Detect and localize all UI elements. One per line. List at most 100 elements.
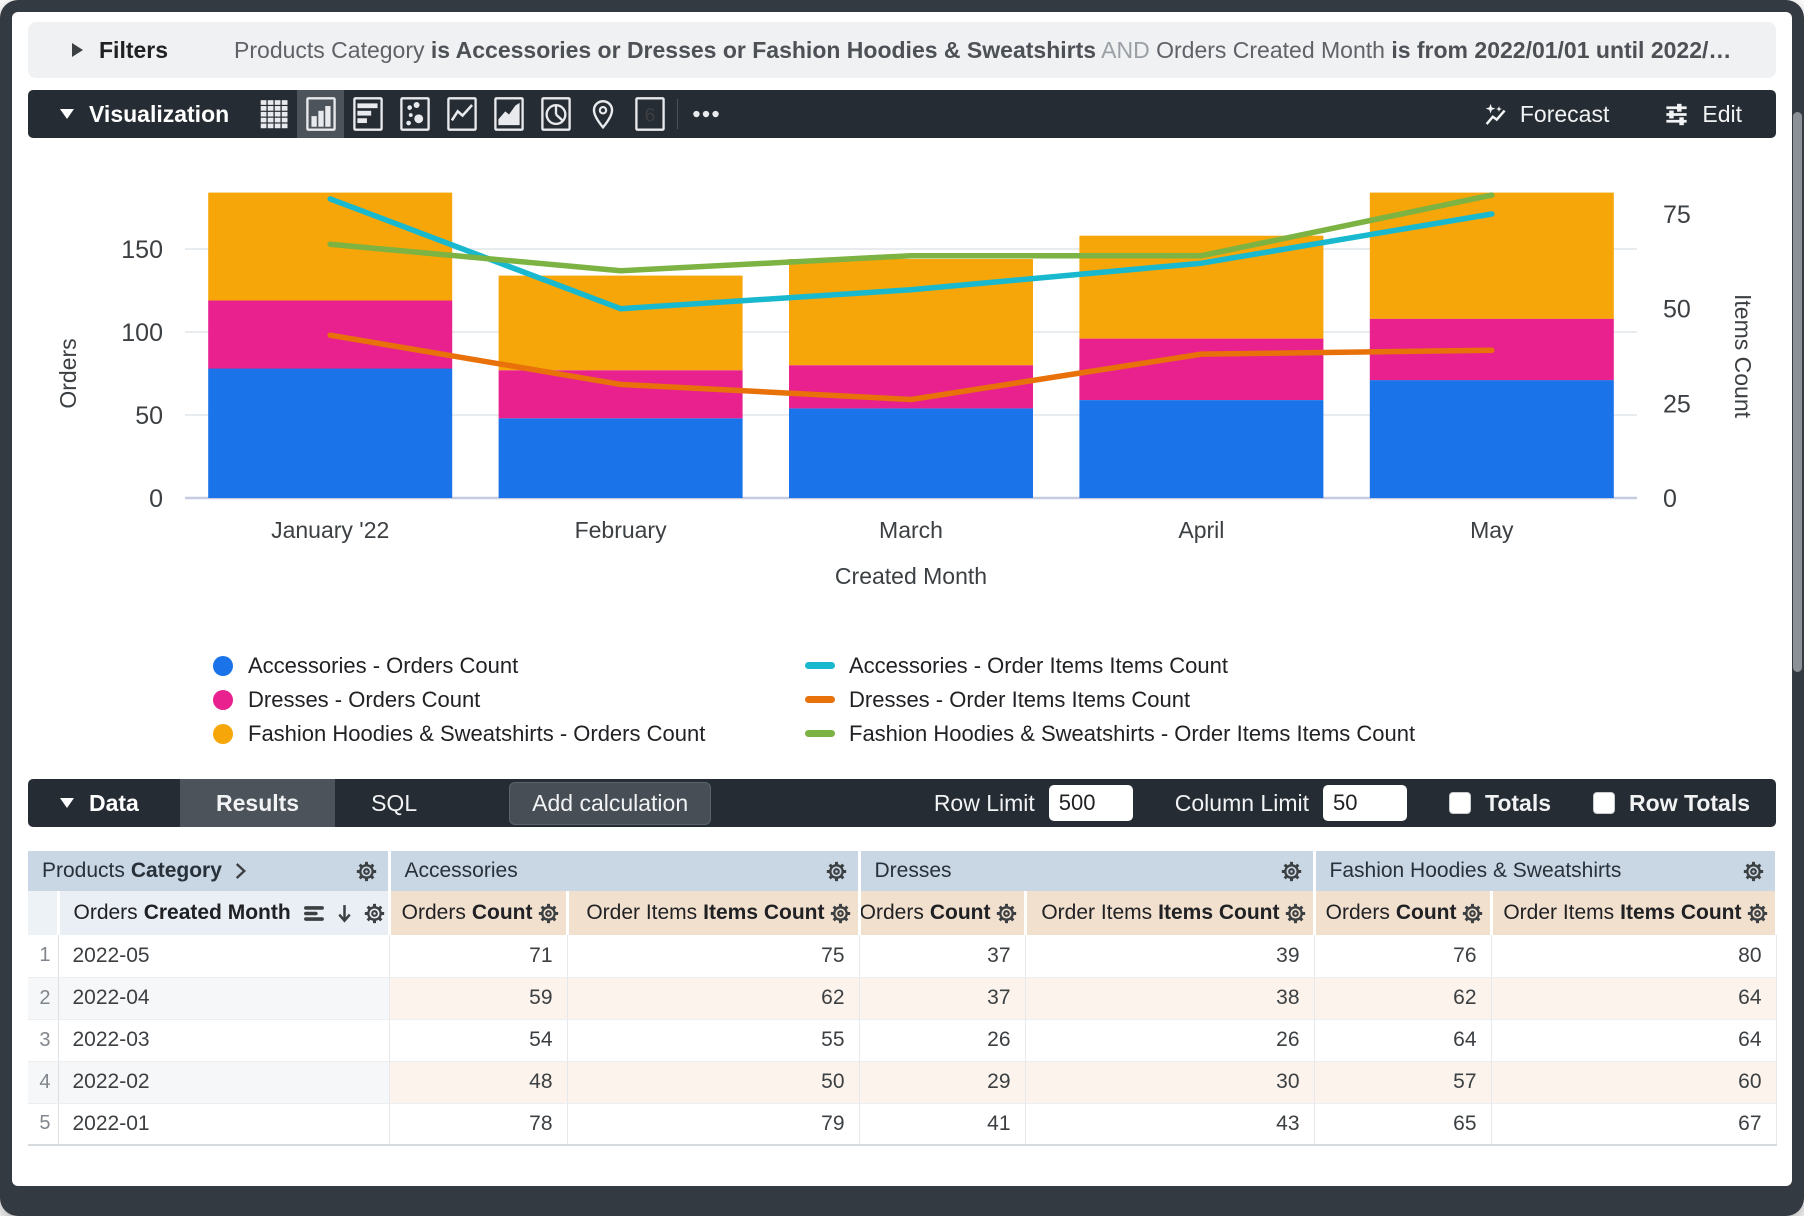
measure-cell[interactable]: 71 [389,935,568,978]
measure-cell[interactable]: 39 [1025,935,1315,978]
table-chart-icon[interactable] [250,90,297,138]
column-header-dresses-count[interactable]: Orders Count [859,891,1027,935]
measure-cell[interactable]: 59 [389,977,568,1020]
gear-icon[interactable] [355,860,378,883]
expand-filters-icon[interactable] [72,43,83,57]
line-series[interactable] [327,192,1495,274]
measure-cell[interactable]: 55 [567,1019,860,1062]
area-chart-icon[interactable] [485,90,532,138]
group-header-accessories[interactable]: Accessories [389,851,861,891]
visualization-section-toggle[interactable]: Visualization [28,101,250,128]
gear-icon[interactable] [1280,860,1303,883]
more-options-icon[interactable] [682,90,729,138]
chevron-right-icon[interactable] [234,862,247,880]
tab-results[interactable]: Results [180,779,336,827]
gear-icon[interactable] [537,902,560,925]
legend-item[interactable]: Accessories - Order Items Items Count [805,653,1415,678]
dimension-cell[interactable]: 2022-03 [58,1019,390,1062]
bar-segment[interactable] [1369,380,1614,498]
measure-cell[interactable]: 79 [567,1103,860,1146]
line-series[interactable] [327,332,1495,403]
collapse-data-icon[interactable] [60,798,74,808]
measure-cell[interactable]: 37 [859,977,1026,1020]
measure-cell[interactable]: 29 [859,1061,1026,1104]
column-header-fashion-hoodies-items-count[interactable]: Order Items Items Count [1491,891,1778,935]
pie-chart-icon[interactable] [532,90,579,138]
line-chart-icon[interactable] [438,90,485,138]
gear-icon[interactable] [1461,902,1484,925]
measure-cell[interactable]: 26 [859,1019,1026,1062]
bar-segment[interactable] [208,368,453,499]
dimension-cell[interactable]: 2022-05 [58,935,390,978]
measure-cell[interactable]: 62 [567,977,860,1020]
measure-cell[interactable]: 64 [1491,1019,1777,1062]
forecast-button[interactable]: Forecast [1481,101,1609,128]
measure-cell[interactable]: 38 [1025,977,1315,1020]
measure-cell[interactable]: 62 [1314,977,1492,1020]
filter-expression[interactable]: Products Category is Accessories or Dres… [234,36,1732,63]
measure-cell[interactable]: 64 [1491,977,1777,1020]
edit-button[interactable]: Edit [1663,101,1742,128]
measure-cell[interactable]: 43 [1025,1103,1315,1146]
measure-cell[interactable]: 57 [1314,1061,1492,1104]
bar-segment[interactable] [498,275,743,371]
gear-icon[interactable] [1742,860,1765,883]
tab-sql[interactable]: SQL [371,789,418,816]
column-header-dresses-items-count[interactable]: Order Items Items Count [1025,891,1316,935]
measure-cell[interactable]: 41 [859,1103,1026,1146]
data-section-toggle[interactable]: Data [28,790,180,817]
group-header-products-category[interactable]: Products Category [28,851,391,891]
map-pin-icon[interactable] [579,90,626,138]
legend-item[interactable]: Fashion Hoodies & Sweatshirts - Order It… [805,721,1415,746]
measure-cell[interactable]: 75 [567,935,860,978]
group-header-fashion-hoodies[interactable]: Fashion Hoodies & Sweatshirts [1314,851,1778,891]
measure-cell[interactable]: 26 [1025,1019,1315,1062]
measure-cell[interactable]: 48 [389,1061,568,1104]
sort-descending-icon[interactable] [336,903,353,924]
column-header-orders-created-month[interactable]: Orders Created Month [58,891,391,935]
chart-canvas[interactable]: 0 50 100 150 0 25 50 75 January '22 February March… [28,138,1776,643]
column-header-accessories-items-count[interactable]: Order Items Items Count [567,891,861,935]
totals-checkbox[interactable] [1449,792,1471,814]
measure-cell[interactable]: 78 [389,1103,568,1146]
bar-segment[interactable] [789,408,1033,498]
scatter-chart-icon[interactable] [391,90,438,138]
dimension-cell[interactable]: 2022-01 [58,1103,390,1146]
bar-segment[interactable] [498,418,743,498]
measure-cell[interactable]: 54 [389,1019,568,1062]
row-totals-checkbox[interactable] [1593,792,1616,814]
dimension-cell[interactable]: 2022-02 [58,1061,390,1104]
gear-icon[interactable] [363,902,386,925]
single-value-icon[interactable]: 6 [626,90,673,138]
column-header-fashion-hoodies-count[interactable]: Orders Count [1314,891,1493,935]
bar-segment[interactable] [1079,235,1324,339]
measure-cell[interactable]: 37 [859,935,1026,978]
vertical-scrollbar[interactable] [1793,112,1802,672]
column-chart-icon[interactable] [297,90,344,138]
column-header-accessories-count[interactable]: Orders Count [389,891,569,935]
filters-bar[interactable]: Filters Products Category is Accessories… [28,22,1776,78]
measure-cell[interactable]: 64 [1314,1019,1492,1062]
bar-segment[interactable] [498,370,743,419]
subtotal-list-icon[interactable] [303,904,326,923]
measure-cell[interactable]: 67 [1491,1103,1777,1146]
dimension-cell[interactable]: 2022-04 [58,977,390,1020]
gear-icon[interactable] [1284,902,1307,925]
add-calculation-button[interactable]: Add calculation [509,781,712,825]
legend-item[interactable]: Accessories - Orders Count [213,653,805,678]
row-limit-input[interactable] [1048,785,1133,821]
bar-segment[interactable] [1079,400,1324,498]
measure-cell[interactable]: 65 [1314,1103,1492,1146]
bar-chart-icon[interactable] [344,90,391,138]
line-series[interactable] [327,196,1495,312]
legend-item[interactable]: Dresses - Order Items Items Count [805,687,1415,712]
gear-icon[interactable] [825,860,848,883]
legend-item[interactable]: Fashion Hoodies & Sweatshirts - Orders C… [213,721,805,746]
gear-icon[interactable] [829,902,852,925]
bar-segment[interactable] [789,259,1033,366]
legend-item[interactable]: Dresses - Orders Count [213,687,805,712]
gear-icon[interactable] [1746,902,1769,925]
measure-cell[interactable]: 50 [567,1061,860,1104]
measure-cell[interactable]: 76 [1314,935,1492,978]
collapse-visualization-icon[interactable] [60,109,74,119]
